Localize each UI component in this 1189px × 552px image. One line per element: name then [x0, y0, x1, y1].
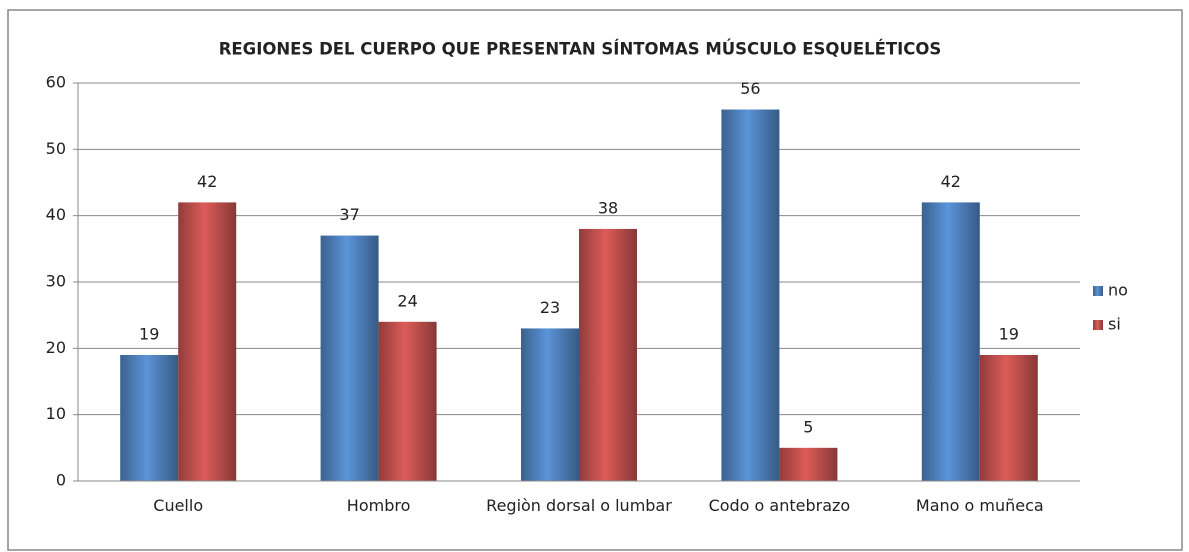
y-tick-label: 10: [46, 404, 66, 423]
value-label: 38: [598, 198, 618, 217]
x-tick-label: Hombro: [346, 496, 411, 515]
y-tick-label: 50: [46, 139, 66, 158]
y-tick-label: 20: [46, 338, 66, 357]
value-label: 42: [941, 172, 961, 191]
value-label: 19: [999, 324, 1019, 343]
value-label: 42: [197, 172, 217, 191]
x-tick-label: Mano o muñeca: [915, 496, 1044, 515]
bar: [579, 228, 637, 481]
bar: [378, 321, 437, 481]
bar: [178, 202, 237, 481]
value-label: 24: [397, 291, 417, 310]
chart-title: REGIONES DEL CUERPO QUE PRESENTAN SÍNTOM…: [219, 40, 942, 59]
value-label: 37: [339, 205, 359, 224]
value-label: 19: [139, 324, 159, 343]
y-tick-label: 0: [56, 471, 66, 490]
bar: [721, 109, 780, 482]
bar: [979, 354, 1038, 481]
legend-label: si: [1108, 315, 1121, 334]
legend-swatch: [1093, 286, 1103, 296]
bar: [120, 354, 179, 481]
y-tick-label: 60: [46, 73, 66, 92]
legend-swatch: [1093, 320, 1103, 330]
y-tick-label: 40: [46, 205, 66, 224]
bar: [521, 328, 579, 481]
value-label: 23: [540, 298, 560, 317]
legend-label: no: [1108, 281, 1128, 300]
x-tick-label: Codo o antebrazo: [708, 496, 851, 515]
bar: [921, 202, 980, 481]
x-tick-label: Cuello: [153, 496, 204, 515]
y-tick-label: 30: [46, 272, 66, 291]
value-label: 5: [803, 417, 813, 436]
x-tick-label: Regiòn dorsal o lumbar: [486, 496, 672, 515]
value-label: 56: [740, 79, 760, 98]
bar: [779, 447, 838, 481]
bar: [320, 235, 379, 481]
